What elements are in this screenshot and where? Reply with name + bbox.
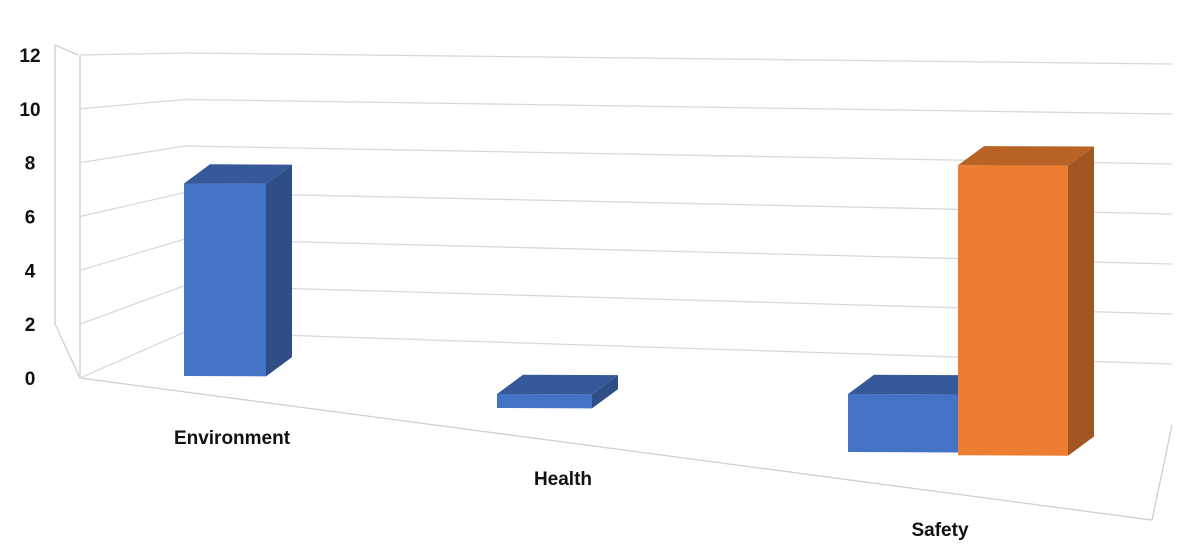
y-tick-label: 10 — [19, 100, 40, 121]
category-labels: Environment Health Safety — [174, 428, 969, 541]
category-label: Safety — [911, 520, 968, 541]
bar-top-face — [497, 374, 618, 395]
bar-front-face — [848, 394, 958, 453]
gridline — [79, 145, 1173, 165]
bar-top-face — [848, 374, 984, 395]
y-tick-labels: 0 2 4 6 8 10 12 — [19, 46, 40, 390]
bar-front-face — [958, 165, 1068, 456]
y-tick-label: 12 — [19, 46, 40, 67]
y-tick-label: 8 — [25, 154, 36, 175]
bar-front-face — [184, 183, 266, 377]
y-tick-label: 0 — [25, 369, 36, 390]
bar-side-face — [266, 164, 292, 377]
gridline — [79, 52, 1173, 65]
bar-side-face — [592, 375, 618, 409]
bar-front-face — [497, 394, 592, 409]
y-tick-label: 4 — [25, 261, 36, 282]
side-wall-top-edge — [54, 44, 79, 56]
bar-side-face — [1068, 146, 1094, 456]
category-label: Environment — [174, 428, 291, 449]
gridline — [79, 98, 1173, 115]
category-label: Health — [534, 469, 592, 490]
y-tick-label: 6 — [25, 208, 36, 229]
bar-top-face — [958, 146, 1094, 166]
bars — [184, 146, 1094, 456]
y-tick-label: 2 — [25, 315, 36, 336]
bar-top-face — [184, 164, 292, 184]
floor-edge — [54, 323, 1173, 521]
